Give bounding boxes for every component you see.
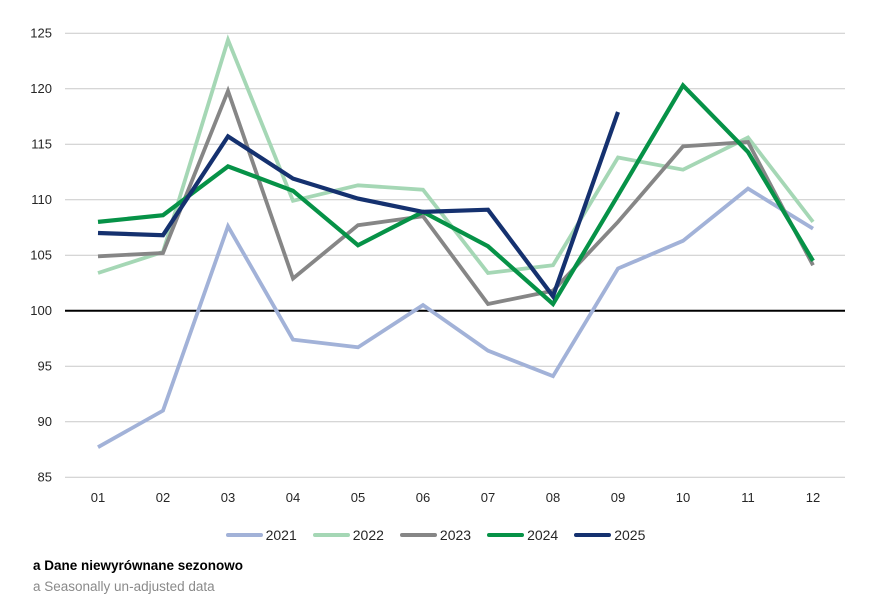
legend-swatch-2022 — [312, 533, 350, 537]
legend-item-2021: 2021 — [225, 527, 297, 543]
legend-label-2023: 2023 — [439, 527, 472, 543]
x-tick-label: 10 — [676, 490, 690, 505]
legend-label-2022: 2022 — [352, 527, 384, 543]
series-lines — [97, 34, 815, 449]
legend-swatch-2021 — [225, 533, 263, 537]
chart-footnotes: a Dane niewyrównane sezonowo a Seasonall… — [33, 555, 871, 597]
y-axis-tick-labels: 85 90 95 100 105 110 115 120 125 — [30, 26, 52, 485]
legend-label-2021: 2021 — [265, 527, 297, 543]
x-tick-label: 05 — [351, 490, 365, 505]
y-tick-label: 95 — [38, 359, 52, 374]
y-tick-label: 90 — [38, 414, 52, 429]
x-tick-label: 04 — [286, 490, 300, 505]
legend-swatch-2023 — [399, 533, 437, 537]
legend-label-2024: 2024 — [527, 527, 559, 543]
series-line-2021 — [97, 186, 814, 449]
legend-item-2023: 2023 — [399, 527, 472, 543]
chart-legend: 2021 2022 2023 2024 2025 — [0, 525, 871, 545]
x-tick-label: 03 — [221, 490, 235, 505]
legend-label-2025: 2025 — [614, 527, 646, 543]
series-line-2024 — [97, 81, 815, 308]
x-tick-label: 02 — [156, 490, 170, 505]
legend-item-2024: 2024 — [487, 527, 558, 543]
y-tick-label: 115 — [31, 137, 52, 152]
x-tick-label: 07 — [481, 490, 495, 505]
y-tick-label: 105 — [30, 248, 52, 263]
legend-swatch-2024 — [487, 533, 525, 537]
y-tick-label: 100 — [30, 303, 52, 318]
x-axis-tick-labels: 01 02 03 04 05 06 07 08 09 10 11 12 — [91, 490, 820, 505]
y-tick-label: 110 — [31, 192, 52, 207]
x-tick-label: 11 — [741, 490, 755, 505]
footnote-english: a Seasonally un-adjusted data — [33, 579, 215, 594]
x-tick-label: 12 — [806, 490, 820, 505]
footnote-polish: a Dane niewyrównane sezonowo — [33, 558, 244, 573]
series-line-2022 — [97, 34, 815, 276]
y-tick-label: 120 — [30, 81, 52, 96]
legend-item-2022: 2022 — [312, 527, 384, 543]
legend-swatch-2025 — [574, 533, 612, 537]
x-tick-label: 09 — [611, 490, 625, 505]
x-tick-label: 06 — [416, 490, 430, 505]
series-line-2023 — [97, 85, 815, 307]
gridlines — [65, 32, 845, 478]
line-chart: 85 90 95 100 105 110 115 120 125 01 02 03 04 05 06 07 08… — [30, 26, 845, 505]
y-tick-label: 85 — [38, 470, 52, 485]
y-tick-label: 125 — [30, 26, 52, 41]
series-line-2025 — [97, 111, 620, 301]
x-tick-label: 01 — [91, 490, 105, 505]
legend-item-2025: 2025 — [574, 527, 645, 543]
x-tick-label: 08 — [546, 490, 560, 505]
